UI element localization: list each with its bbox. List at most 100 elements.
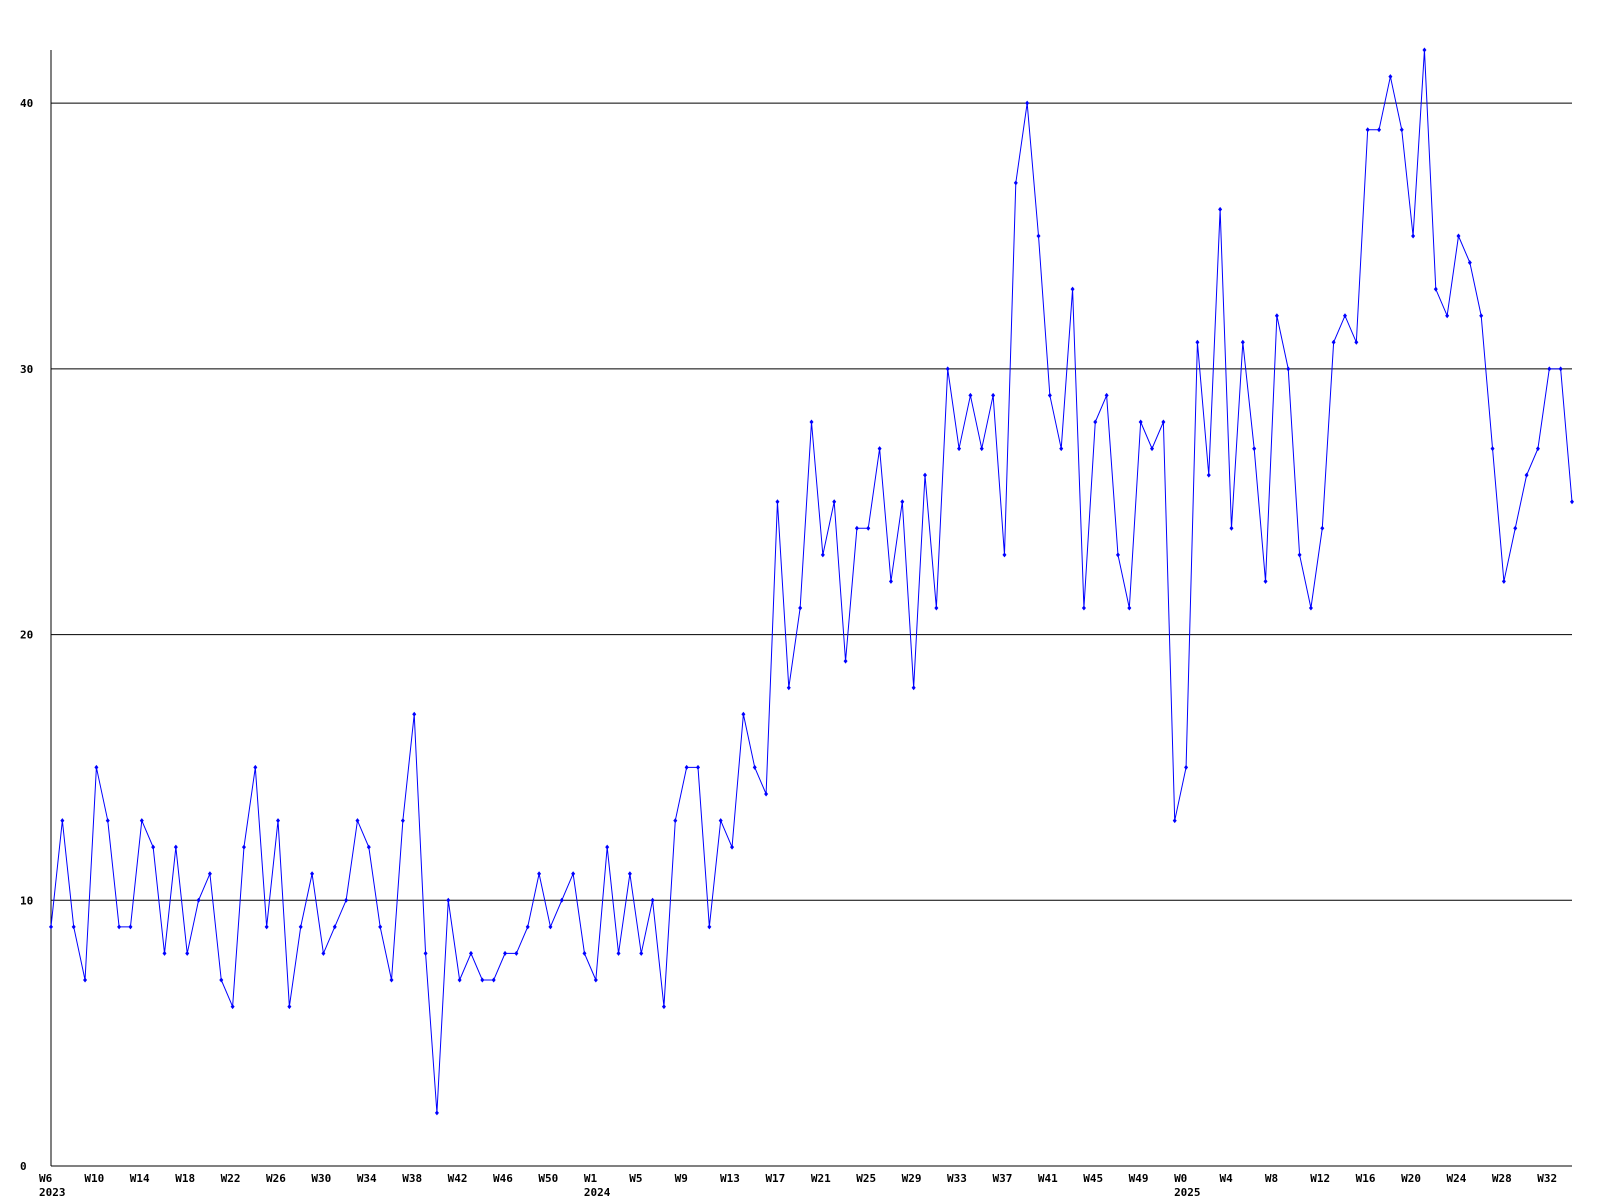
point-marker <box>707 924 712 930</box>
point-marker <box>1331 339 1336 345</box>
point-marker <box>1342 313 1347 319</box>
x-tick-label: W49 <box>1129 1172 1149 1185</box>
point-marker <box>321 950 326 956</box>
point-marker <box>207 871 212 877</box>
point-marker <box>1252 446 1257 452</box>
x-tick-label: W8 <box>1265 1172 1278 1185</box>
point-marker <box>49 924 53 930</box>
point-marker <box>877 446 882 452</box>
point-marker <box>1195 339 1200 345</box>
point-marker <box>366 844 371 850</box>
point-marker <box>1059 446 1064 452</box>
x-tick-label: W1 <box>584 1172 598 1185</box>
point-marker <box>809 419 814 425</box>
point-marker <box>764 791 769 797</box>
point-marker <box>389 977 394 983</box>
point-marker <box>1297 552 1302 558</box>
point-marker <box>843 658 848 664</box>
point-marker <box>888 578 893 584</box>
point-marker <box>548 924 553 930</box>
point-marker <box>1013 180 1018 186</box>
x-tick-label: W25 <box>856 1172 876 1185</box>
point-marker <box>241 844 246 850</box>
x-tick-label: W29 <box>902 1172 922 1185</box>
x-tick-label: W45 <box>1083 1172 1103 1185</box>
x-tick-label: W46 <box>493 1172 513 1185</box>
point-marker <box>752 764 757 770</box>
x-tick-label: W21 <box>811 1172 831 1185</box>
point-marker <box>151 844 156 850</box>
point-marker <box>1479 313 1484 319</box>
year-label: 2025 <box>1174 1186 1201 1199</box>
x-tick-label: W42 <box>448 1172 468 1185</box>
point-marker <box>911 685 916 691</box>
point-marker <box>105 818 110 824</box>
point-marker <box>1570 499 1574 505</box>
point-marker <box>253 764 258 770</box>
year-label: 2024 <box>584 1186 611 1199</box>
x-tick-label: W10 <box>84 1172 104 1185</box>
point-marker <box>1206 472 1211 478</box>
x-tick-label: W5 <box>629 1172 642 1185</box>
point-marker <box>1047 392 1052 398</box>
point-marker <box>139 818 144 824</box>
point-marker <box>196 897 201 903</box>
point-marker <box>1490 446 1495 452</box>
point-marker <box>457 977 462 983</box>
point-marker <box>616 950 621 956</box>
point-marker <box>639 950 644 956</box>
point-marker <box>173 844 178 850</box>
point-marker <box>741 711 746 717</box>
point-marker <box>298 924 303 930</box>
x-tick-label: W17 <box>765 1172 785 1185</box>
point-marker <box>1184 764 1189 770</box>
point-marker <box>695 764 700 770</box>
point-marker <box>117 924 122 930</box>
point-marker <box>1467 260 1472 266</box>
point-marker <box>525 924 530 930</box>
point-marker <box>1081 605 1086 611</box>
point-marker <box>934 605 939 611</box>
point-marker <box>605 844 610 850</box>
point-marker <box>832 499 837 505</box>
point-marker <box>786 685 791 691</box>
point-marker <box>661 1004 666 1010</box>
point-marker <box>480 977 485 983</box>
point-marker <box>1172 818 1177 824</box>
x-tick-label: W34 <box>357 1172 377 1185</box>
point-marker <box>798 605 803 611</box>
point-marker <box>71 924 76 930</box>
point-marker <box>230 1004 235 1010</box>
point-marker <box>94 764 99 770</box>
x-tick-label: W13 <box>720 1172 740 1185</box>
point-marker <box>1274 313 1279 319</box>
point-marker <box>219 977 224 983</box>
x-tick-label: W18 <box>175 1172 195 1185</box>
x-tick-label: W37 <box>992 1172 1012 1185</box>
point-marker <box>1070 286 1075 292</box>
point-marker <box>287 1004 292 1010</box>
point-marker <box>900 499 905 505</box>
point-marker <box>83 977 88 983</box>
point-marker <box>1218 206 1223 212</box>
point-marker <box>60 818 65 824</box>
y-tick-label: 40 <box>20 97 33 110</box>
point-marker <box>991 392 996 398</box>
x-tick-label: W41 <box>1038 1172 1058 1185</box>
point-marker <box>684 764 689 770</box>
point-marker <box>593 977 598 983</box>
point-marker <box>1377 127 1382 133</box>
x-tick-label: W16 <box>1356 1172 1376 1185</box>
point-marker <box>1138 419 1143 425</box>
point-marker <box>1127 605 1132 611</box>
y-tick-label: 20 <box>20 629 33 642</box>
point-marker <box>923 472 928 478</box>
point-marker <box>1115 552 1120 558</box>
point-marker <box>1399 127 1404 133</box>
point-marker <box>537 871 542 877</box>
point-marker <box>128 924 133 930</box>
point-marker <box>1025 100 1030 106</box>
point-marker <box>979 446 984 452</box>
point-marker <box>1229 525 1234 531</box>
